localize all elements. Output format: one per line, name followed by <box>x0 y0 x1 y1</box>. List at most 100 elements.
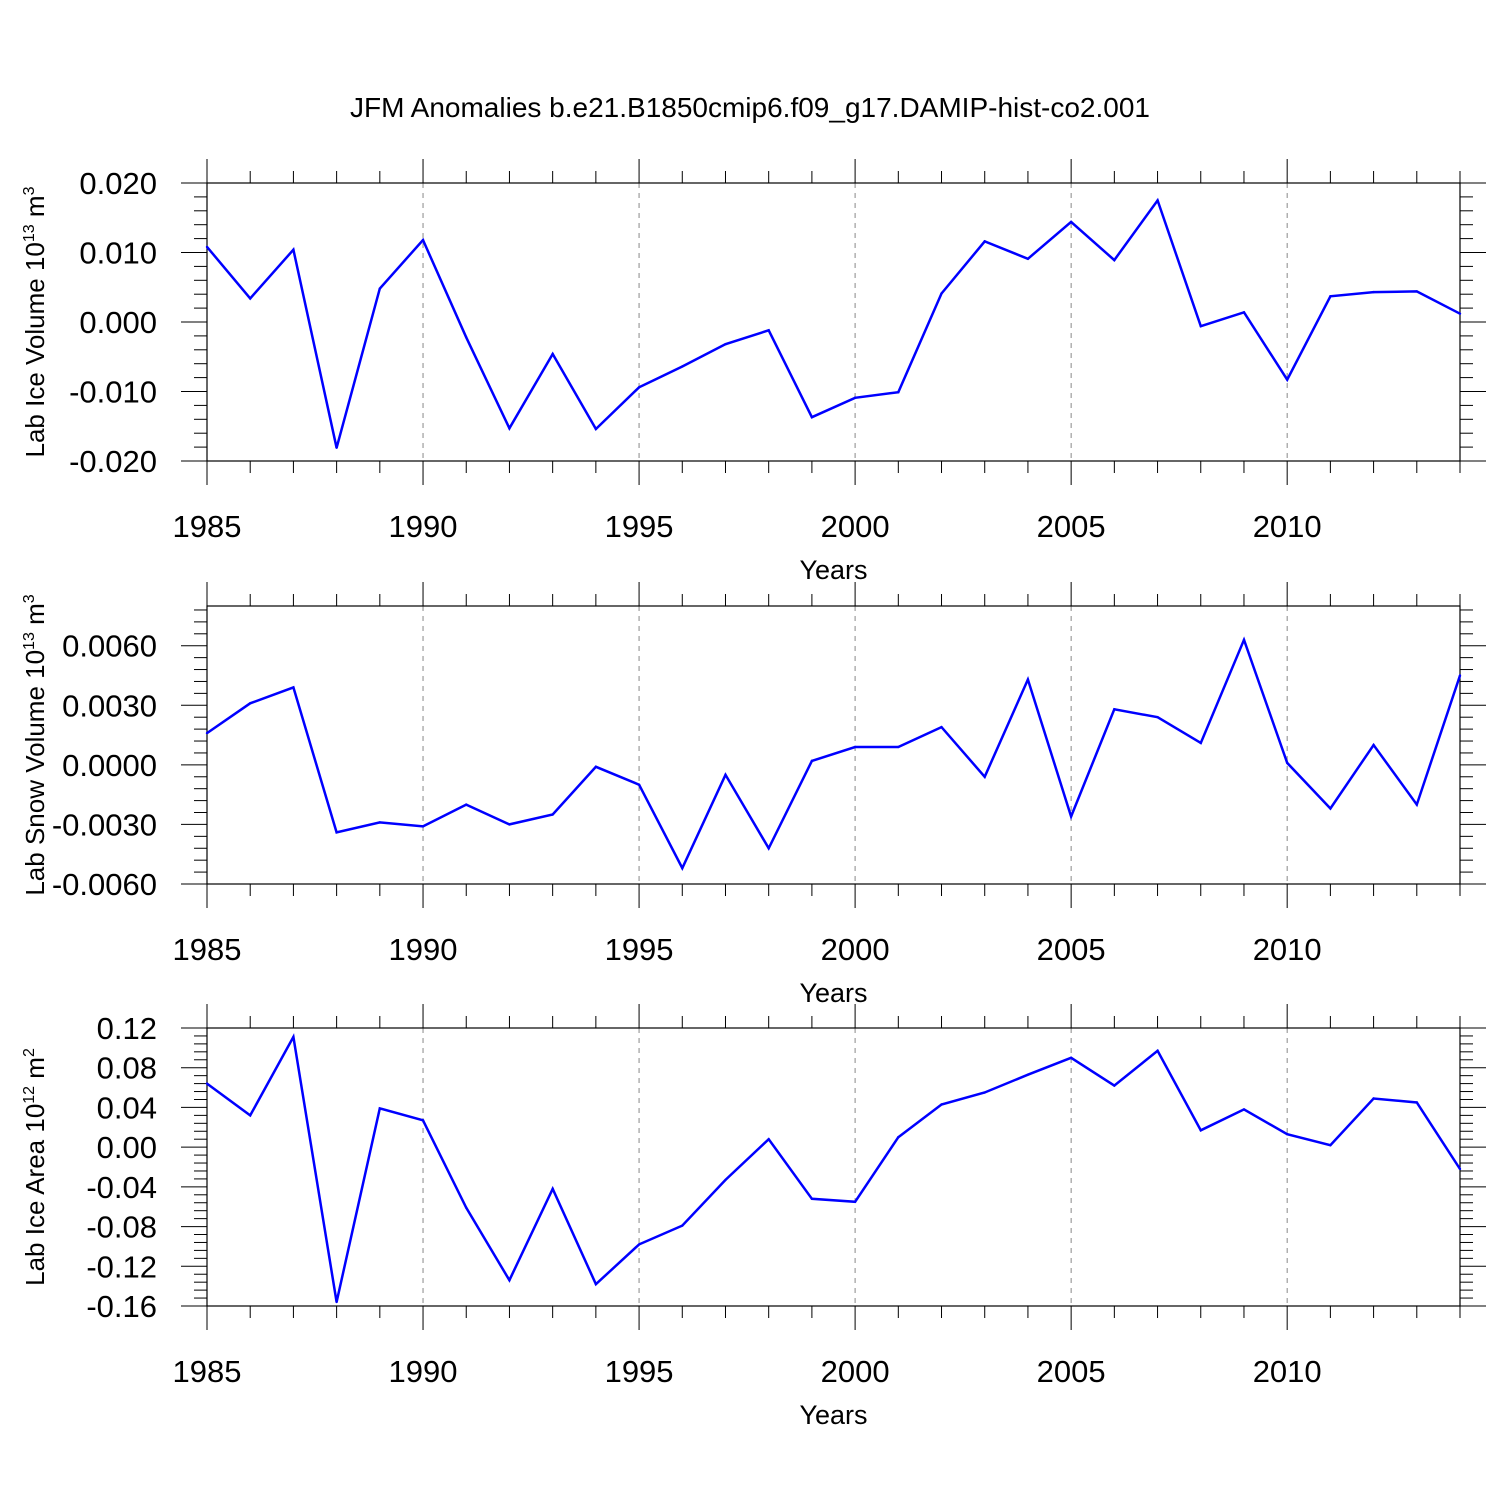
x-tick-label: 1985 <box>173 932 242 967</box>
x-tick-label: 1985 <box>173 509 242 544</box>
data-point <box>897 745 900 749</box>
x-tick-label: 2010 <box>1253 509 1322 544</box>
y-tick-label: 0.04 <box>97 1090 157 1125</box>
x-tick-label: 2005 <box>1037 932 1106 967</box>
data-point <box>1156 1049 1159 1053</box>
data-point <box>1285 1133 1289 1136</box>
data-point <box>1069 220 1073 224</box>
data-point <box>1156 716 1159 719</box>
x-tick-label: 2005 <box>1037 1354 1106 1389</box>
y-tick-label: 0.12 <box>97 1011 157 1046</box>
y-tick-label: 0.08 <box>97 1051 157 1086</box>
plot-frame <box>206 1027 1461 1307</box>
data-point <box>421 1119 425 1122</box>
series-line <box>206 636 1462 871</box>
y-tick-label: -0.0030 <box>52 807 157 842</box>
data-point <box>983 1091 986 1094</box>
data-point <box>1329 1143 1332 1147</box>
x-tick-label: 2000 <box>821 932 890 967</box>
data-point <box>940 725 943 729</box>
data-point <box>205 731 209 735</box>
plot-frame <box>206 605 1461 885</box>
data-point <box>594 765 598 769</box>
data-point <box>1285 761 1289 765</box>
data-point <box>465 336 468 339</box>
data-point <box>249 1114 252 1117</box>
data-point <box>637 783 641 786</box>
data-point <box>1329 295 1332 298</box>
data-point <box>508 427 511 430</box>
data-point <box>1415 803 1418 806</box>
data-point <box>249 297 252 300</box>
data-point <box>1415 1101 1418 1104</box>
data-point <box>724 1178 727 1182</box>
data-point <box>1113 708 1116 711</box>
y-tick-label: 0.0030 <box>62 688 157 723</box>
data-point <box>1113 258 1116 262</box>
x-tick-label: 1990 <box>389 509 458 544</box>
x-tick-label: 2005 <box>1037 509 1106 544</box>
data-point <box>378 821 382 824</box>
panel-ice-volume: 1985 1990 1995 2000 2005 2010 Years -0.020 -0.01… <box>20 159 1486 585</box>
data-point <box>1199 1129 1202 1132</box>
y-tick-label: -0.04 <box>86 1170 157 1205</box>
data-point <box>1242 311 1246 314</box>
data-point <box>1458 1167 1462 1171</box>
x-tick-label: 1990 <box>389 1354 458 1389</box>
x-tick-label: 2000 <box>821 509 890 544</box>
data-point <box>292 686 295 689</box>
y-tick-label: 0.020 <box>79 166 157 201</box>
chart-title: JFM Anomalies b.e21.B1850cmip6.f09_g17.D… <box>350 92 1150 123</box>
data-point <box>1026 257 1030 260</box>
x-axis-label: Years <box>799 1400 867 1430</box>
x-tick-label: 2010 <box>1253 932 1322 967</box>
data-point <box>292 1035 295 1039</box>
data-point <box>810 1197 814 1200</box>
panel-ice-area: 1985 1990 1995 2000 2005 2010 Years -0.16 -0.12 -… <box>20 1004 1486 1430</box>
data-point <box>681 365 684 368</box>
data-point <box>249 702 252 705</box>
y-tick-label: -0.12 <box>86 1249 157 1284</box>
y-tick-label: 0.010 <box>79 236 157 271</box>
x-tick-label: 1995 <box>605 509 674 544</box>
y-tick-label: -0.16 <box>86 1289 157 1324</box>
x-tick-label: 1990 <box>389 932 458 967</box>
data-point <box>1199 741 1202 745</box>
data-point <box>637 386 641 389</box>
data-point <box>1285 378 1289 381</box>
data-point <box>1458 312 1462 315</box>
data-point <box>1372 1097 1375 1100</box>
data-point <box>205 245 209 249</box>
x-tick-label: 2000 <box>821 1354 890 1389</box>
x-axis-label: Years <box>799 978 867 1008</box>
data-point <box>378 287 382 290</box>
data-point <box>1458 674 1462 677</box>
data-point <box>767 847 770 850</box>
data-point <box>292 248 295 251</box>
y-axis-label: Lab Ice Area 1012 m2 <box>20 1048 50 1286</box>
x-tick-label: 1985 <box>173 1354 242 1389</box>
plot-frame <box>206 182 1461 462</box>
data-point <box>335 831 338 834</box>
data-point <box>508 823 511 826</box>
data-point <box>594 427 598 431</box>
series-line <box>206 1033 1462 1303</box>
data-point <box>940 1103 943 1106</box>
data-point <box>421 238 425 242</box>
data-point <box>1026 678 1030 681</box>
y-tick-label: 0.000 <box>79 305 157 340</box>
y-tick-label: -0.08 <box>86 1210 157 1245</box>
data-point <box>1069 1056 1073 1059</box>
data-point <box>1372 290 1375 294</box>
data-point <box>767 1138 770 1141</box>
data-point <box>897 1136 900 1139</box>
data-point <box>1156 199 1159 202</box>
data-point <box>1199 324 1202 328</box>
data-point <box>378 1107 382 1110</box>
data-point <box>551 352 554 356</box>
data-point <box>681 1224 684 1227</box>
data-point <box>853 1200 857 1203</box>
y-tick-label: -0.0060 <box>52 867 157 902</box>
data-point <box>205 1082 209 1085</box>
y-axis-label: Lab Snow Volume 1013 m3 <box>20 594 50 895</box>
